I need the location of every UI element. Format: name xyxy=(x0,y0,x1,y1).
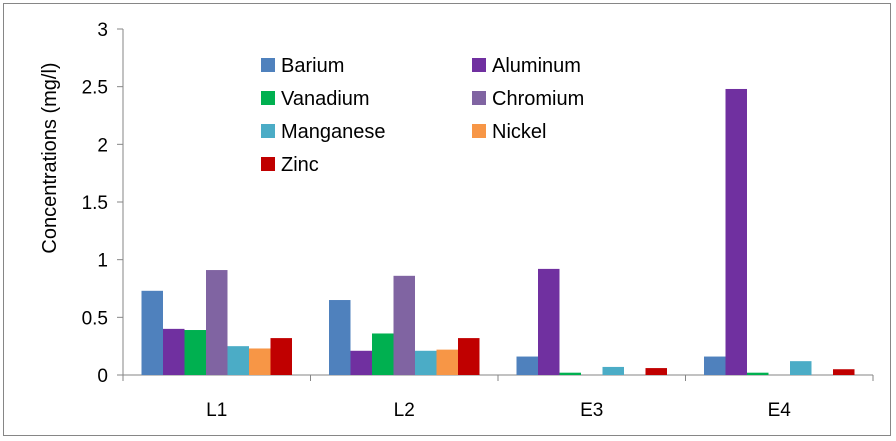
x-tick-label: L2 xyxy=(394,400,415,421)
legend-swatch xyxy=(261,91,275,105)
legend-swatch xyxy=(472,91,486,105)
y-tick-label: 0.5 xyxy=(82,308,108,329)
bar xyxy=(559,372,581,375)
bar xyxy=(516,356,538,375)
legend-swatch xyxy=(261,58,275,72)
bar xyxy=(790,361,812,375)
y-axis-title: Concentrations (mg/l) xyxy=(39,62,61,253)
bar xyxy=(436,349,458,375)
bar xyxy=(372,333,394,375)
bar xyxy=(747,372,769,375)
bar xyxy=(141,290,163,375)
y-tick-label: 3 xyxy=(97,20,108,41)
x-tick-label: E3 xyxy=(580,400,603,421)
x-axis-ticks: L1 L2 E3 E4 xyxy=(122,375,874,421)
bar xyxy=(458,338,480,375)
legend-label: Zinc xyxy=(281,154,319,176)
legend-label: Aluminum xyxy=(492,55,581,77)
y-tick-label: 0 xyxy=(97,366,108,387)
legend-swatch xyxy=(472,124,486,138)
y-tick-label: 2.5 xyxy=(82,78,108,99)
bar xyxy=(538,268,560,375)
legend-label: Chromium xyxy=(492,88,584,110)
bar xyxy=(725,88,747,376)
bar xyxy=(184,330,206,375)
bars xyxy=(141,88,855,376)
bar xyxy=(350,350,372,375)
bar xyxy=(206,270,228,375)
axes xyxy=(122,29,873,376)
x-tick-label: E4 xyxy=(768,400,792,421)
y-tick-label: 1.5 xyxy=(82,193,108,214)
bar xyxy=(329,300,351,375)
y-tick-label: 2 xyxy=(97,135,108,156)
x-tick-label: L1 xyxy=(206,400,227,421)
bar xyxy=(602,366,624,375)
bar xyxy=(645,368,667,375)
legend-swatch xyxy=(261,157,275,171)
bar xyxy=(415,350,437,375)
y-tick-label: 1 xyxy=(97,251,108,272)
bar xyxy=(704,356,726,375)
legend-label: Manganese xyxy=(281,121,386,143)
legend-label: Barium xyxy=(281,55,344,77)
legend-label: Vanadium xyxy=(281,88,370,110)
bar xyxy=(249,348,271,375)
legend-swatch xyxy=(472,58,486,72)
bar xyxy=(393,275,415,375)
legend: Barium Aluminum Vanadium Chromium Manganese N… xyxy=(261,55,584,176)
bar xyxy=(833,369,855,375)
y-axis-ticks: 0 0.5 1 1.5 2 2.5 3 xyxy=(82,20,123,387)
bar xyxy=(270,338,292,375)
legend-swatch xyxy=(261,124,275,138)
legend-label: Nickel xyxy=(492,121,546,143)
bar xyxy=(163,328,185,375)
bar xyxy=(227,346,249,375)
